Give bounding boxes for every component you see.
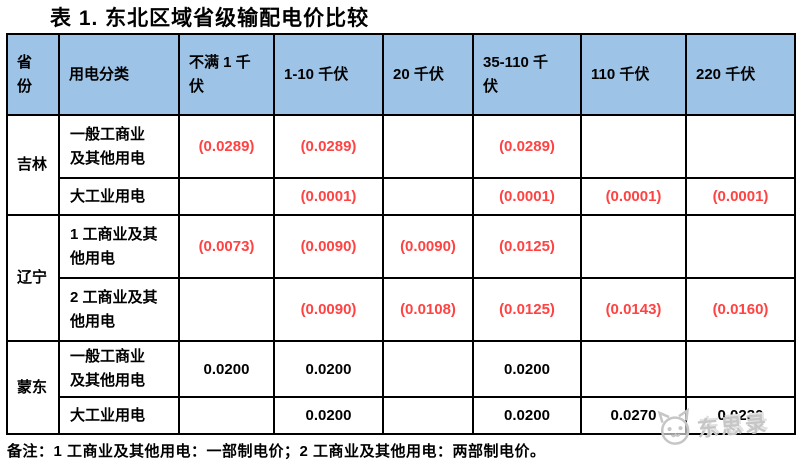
value-cell (178, 177, 275, 216)
header-cell-1-10kv: 1-10 千伏 (273, 33, 384, 116)
value-cell (580, 214, 687, 279)
category-cell: 2 工商业及其 他用电 (58, 277, 180, 342)
value-cell (685, 340, 796, 398)
province-cell-liaoning: 辽宁 (6, 214, 60, 342)
value-cell (382, 177, 474, 216)
value-cell: (0.0108) (382, 277, 474, 342)
value-cell (382, 114, 474, 179)
header-cell-below-1kv: 不满 1 千 伏 (178, 33, 275, 116)
province-cell-mengdong: 蒙东 (6, 340, 60, 435)
category-cell: 大工业用电 (58, 396, 180, 435)
value-cell: (0.0160) (685, 277, 796, 342)
value-cell: 0.0230 (685, 396, 796, 435)
table-row: 2 工商业及其 他用电 (0.0090) (0.0108) (0.0125) (… (7, 277, 796, 342)
value-cell: (0.0090) (382, 214, 474, 279)
header-cell-category: 用电分类 (58, 33, 180, 116)
header-cell-35-110kv: 35-110 千 伏 (472, 33, 582, 116)
value-cell: 0.0200 (178, 340, 275, 398)
value-cell (178, 277, 275, 342)
value-cell: (0.0073) (178, 214, 275, 279)
value-cell: (0.0125) (472, 277, 582, 342)
table-row: 大工业用电 0.0200 0.0200 0.0270 0.0230 (7, 396, 796, 435)
category-cell: 一般工商业 及其他用电 (58, 114, 180, 179)
value-cell: (0.0289) (178, 114, 275, 179)
value-cell (382, 340, 474, 398)
table-row: 大工业用电 (0.0001) (0.0001) (0.0001) (0.0001… (7, 177, 796, 216)
table-row: 蒙东 一般工商业 及其他用电 0.0200 0.0200 0.0200 (6, 340, 796, 435)
table-row: 吉林 一般工商业 及其他用电 (0.0289) (0.0289) (0.0289… (6, 114, 796, 216)
price-comparison-table: 省 份 用电分类 不满 1 千 伏 1-10 千伏 20 千伏 35-110 千… (6, 33, 796, 435)
value-cell: (0.0001) (472, 177, 582, 216)
header-cell-220kv: 220 千伏 (685, 33, 796, 116)
value-cell: (0.0001) (685, 177, 796, 216)
table-header-row: 省 份 用电分类 不满 1 千 伏 1-10 千伏 20 千伏 35-110 千… (6, 33, 796, 116)
value-cell: (0.0001) (580, 177, 687, 216)
header-cell-province: 省 份 (6, 33, 60, 116)
value-cell: 0.0200 (273, 340, 384, 398)
value-cell: 0.0270 (580, 396, 687, 435)
value-cell: 0.0200 (472, 396, 582, 435)
value-cell (685, 214, 796, 279)
header-cell-110kv: 110 千伏 (580, 33, 687, 116)
value-cell: (0.0289) (472, 114, 582, 179)
category-cell: 1 工商业及其 他用电 (58, 214, 180, 279)
table-row: 辽宁 1 工商业及其 他用电 (0.0073) (0.0090) (0.0090… (6, 214, 796, 342)
value-cell: 0.0200 (273, 396, 384, 435)
value-cell: (0.0289) (273, 114, 384, 179)
value-cell: (0.0143) (580, 277, 687, 342)
header-cell-20kv: 20 千伏 (382, 33, 474, 116)
value-cell (580, 114, 687, 179)
category-cell: 一般工商业 及其他用电 (58, 340, 180, 398)
value-cell (685, 114, 796, 179)
value-cell (178, 396, 275, 435)
footnote: 备注：1 工商业及其他用电：一部制电价；2 工商业及其他用电：两部制电价。 (7, 443, 546, 460)
value-cell: (0.0001) (273, 177, 384, 216)
value-cell: (0.0125) (472, 214, 582, 279)
value-cell: (0.0090) (273, 214, 384, 279)
province-cell-jilin: 吉林 (6, 114, 60, 216)
value-cell (382, 396, 474, 435)
value-cell: 0.0200 (472, 340, 582, 398)
page-title: 表 1. 东北区域省级输配电价比较 (50, 7, 370, 30)
value-cell (580, 340, 687, 398)
category-cell: 大工业用电 (58, 177, 180, 216)
value-cell: (0.0090) (273, 277, 384, 342)
